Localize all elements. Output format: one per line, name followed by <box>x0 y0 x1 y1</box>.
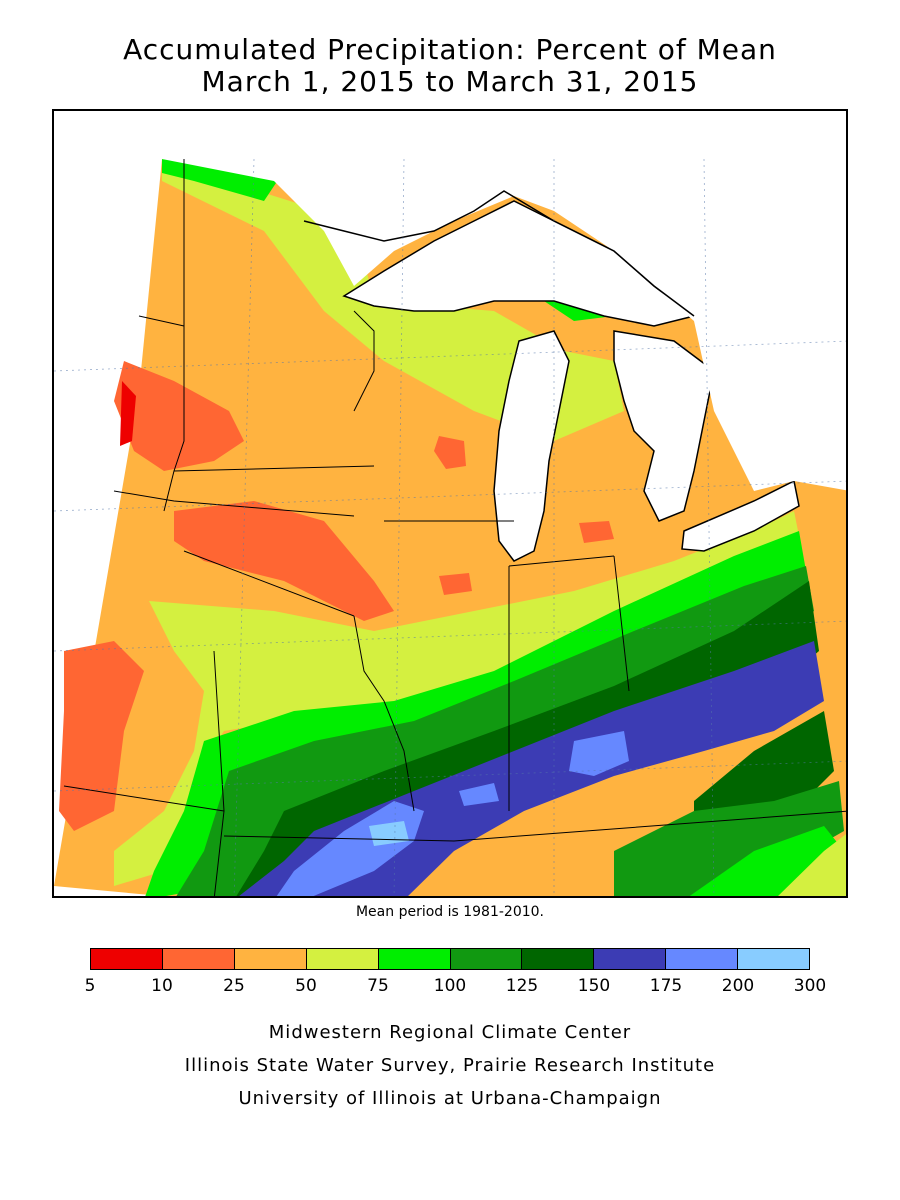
legend-tick-label: 200 <box>721 976 755 996</box>
contour-175-200-east <box>569 731 629 776</box>
credit-isws: Illinois State Water Survey, Prairie Res… <box>184 1055 716 1076</box>
graticule <box>54 158 846 896</box>
precipitation-map <box>52 109 848 898</box>
legend-swatch <box>738 949 810 969</box>
credit-mrcc: Midwestern Regional Climate Center <box>268 1022 632 1043</box>
contour-5-10-west <box>120 381 136 446</box>
legend-tick-label: 300 <box>793 976 827 996</box>
legend-tick-label: 5 <box>84 976 96 996</box>
color-legend-ticks: 5 10 25 50 75 100 125 150 175 200 300 <box>85 976 827 998</box>
map-date-range: March 1, 2015 to March 31, 2015 <box>201 65 699 98</box>
legend-swatch <box>378 949 451 969</box>
legend-swatch <box>522 949 595 969</box>
legend-swatch <box>91 949 163 969</box>
precipitation-map-svg <box>54 111 846 896</box>
legend-tick-label: 150 <box>577 976 611 996</box>
legend-swatch <box>666 949 739 969</box>
legend-swatch <box>162 949 235 969</box>
contour-100-125-se <box>614 781 844 896</box>
contour-175-200-mid <box>459 783 499 806</box>
legend-tick-label: 100 <box>433 976 467 996</box>
contour-75-100-south <box>145 531 806 896</box>
color-legend-bar <box>90 948 810 970</box>
map-title: Accumulated Precipitation: Percent of Me… <box>123 33 777 66</box>
state-boundaries <box>63 159 846 896</box>
legend-swatch <box>594 949 667 969</box>
legend-tick-label: 75 <box>367 976 389 996</box>
legend-tick-label: 175 <box>649 976 683 996</box>
canada-land <box>162 111 846 491</box>
lake-michigan <box>493 330 570 562</box>
contour-10-25-sw <box>59 641 144 831</box>
legend-tick-label: 50 <box>295 976 317 996</box>
mean-period-note: Mean period is 1981-2010. <box>355 904 545 920</box>
legend-tick-label: 10 <box>151 976 173 996</box>
contour-10-25-wi <box>434 436 466 469</box>
credit-uiuc: University of Illinois at Urbana-Champai… <box>238 1088 662 1109</box>
lake-erie <box>681 479 800 552</box>
legend-swatch <box>234 949 307 969</box>
contour-10-25-mi <box>579 521 614 543</box>
legend-swatch <box>306 949 379 969</box>
legend-tick-label: 125 <box>505 976 539 996</box>
lake-superior-outline <box>303 190 695 317</box>
contour-10-25-iowa <box>174 501 394 621</box>
legend-tick-label: 25 <box>223 976 245 996</box>
legend-swatch <box>450 949 523 969</box>
contour-10-25-west <box>114 361 244 471</box>
contour-50-75-se <box>778 834 846 896</box>
contour-10-25-il <box>439 573 472 595</box>
contour-50-75-north <box>162 161 624 441</box>
